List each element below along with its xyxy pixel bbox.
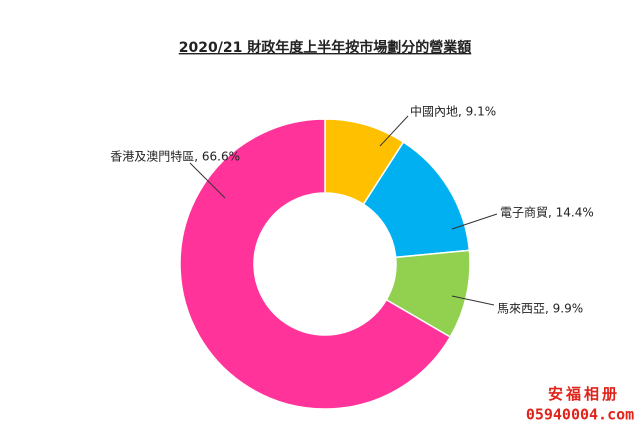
leader-line [379, 115, 409, 147]
data-label: 電子商貿, 14.4% [500, 205, 594, 220]
leader-line [451, 213, 498, 230]
data-label: 香港及澳門特區, 66.6% [110, 149, 240, 164]
data-label: 中國內地, 9.1% [410, 104, 496, 119]
watermark: 安福相册 [548, 385, 620, 403]
leader-line [451, 295, 495, 306]
watermark: 05940004.com [526, 406, 634, 424]
chart-title: 2020/21 財政年度上半年按市場劃分的營業額 [179, 39, 471, 56]
donut-slice [179, 118, 452, 410]
labels: 中國內地, 9.1% 電子商貿, 14.4% 馬來西亞, 9.9% 香港及澳門特區, … [110, 104, 594, 316]
slices [179, 118, 471, 410]
data-label: 馬來西亞, 9.9% [497, 302, 583, 316]
leader-line [189, 162, 226, 199]
